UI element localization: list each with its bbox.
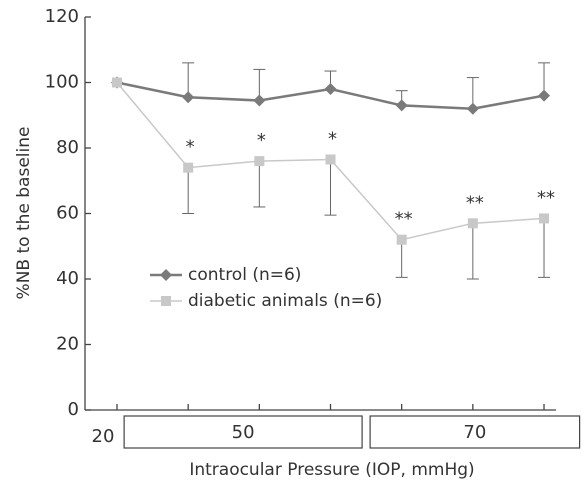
point [324,83,337,96]
x-tick-label: 50 [232,422,255,443]
legend-label: diabetic animals (n=6) [188,291,382,311]
legend-marker [161,296,171,306]
y-tick-label: 0 [68,399,79,420]
x-tick-label: 70 [463,422,486,443]
y-tick-label: 120 [45,6,79,27]
point [182,91,195,104]
annotation: * [328,128,337,149]
annotation: * [257,130,266,151]
point [396,234,407,245]
x-axis-label: Intraocular Pressure (IOP, mmHg) [189,460,474,480]
legend-marker [160,269,172,281]
point [467,218,478,229]
x-group-box [369,415,581,449]
x-tick-label: 20 [92,426,115,447]
point [539,213,550,224]
y-tick-label: 40 [56,268,79,289]
y-tick-label: 60 [56,203,79,224]
y-tick-label: 20 [56,334,79,355]
legend-label: control (n=6) [188,265,301,285]
y-axis-label: %NB to the baseline [14,127,34,300]
y-tick-label: 100 [45,72,79,93]
point [253,94,266,107]
point [254,156,265,167]
x-group-box [123,415,363,449]
point [466,102,479,115]
annotation: ** [395,209,413,230]
point [395,99,408,112]
point [183,162,194,173]
annotation: * [186,137,195,158]
annotation: ** [537,187,555,208]
point [112,77,122,88]
point [538,89,551,102]
y-tick-label: 80 [56,137,79,158]
point [325,154,336,165]
annotation: ** [466,192,484,213]
